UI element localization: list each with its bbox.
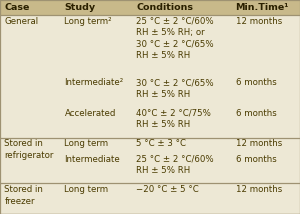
Bar xyxy=(0,0,300,15)
Text: Long term: Long term xyxy=(64,139,109,148)
Text: 40°C ± 2 °C/75%
RH ± 5% RH: 40°C ± 2 °C/75% RH ± 5% RH xyxy=(136,109,212,129)
Text: Intermediate: Intermediate xyxy=(64,155,120,163)
Text: Min.Time¹: Min.Time¹ xyxy=(236,3,289,12)
Text: Stored in
refrigerator: Stored in refrigerator xyxy=(4,139,54,160)
Text: 30 °C ± 2 °C/65%
RH ± 5% RH: 30 °C ± 2 °C/65% RH ± 5% RH xyxy=(136,78,214,99)
Text: 6 months: 6 months xyxy=(236,155,276,163)
Text: Long term²: Long term² xyxy=(64,17,112,26)
Text: 25 °C ± 2 °C/60%
RH ± 5% RH; or
30 °C ± 2 °C/65%
RH ± 5% RH: 25 °C ± 2 °C/60% RH ± 5% RH; or 30 °C ± … xyxy=(136,17,214,60)
Text: General: General xyxy=(4,17,39,26)
Text: −20 °C ± 5 °C: −20 °C ± 5 °C xyxy=(136,185,199,194)
Text: Conditions: Conditions xyxy=(136,3,194,12)
Text: 12 months: 12 months xyxy=(236,139,282,148)
Text: 25 °C ± 2 °C/60%
RH ± 5% RH: 25 °C ± 2 °C/60% RH ± 5% RH xyxy=(136,155,214,175)
Text: 6 months: 6 months xyxy=(236,109,276,118)
Text: 12 months: 12 months xyxy=(236,185,282,194)
Text: Study: Study xyxy=(64,3,96,12)
Text: Intermediate²: Intermediate² xyxy=(64,78,124,87)
Text: 12 months: 12 months xyxy=(236,17,282,26)
Text: Case: Case xyxy=(4,3,30,12)
Text: Long term: Long term xyxy=(64,185,109,194)
Text: 6 months: 6 months xyxy=(236,78,276,87)
Text: Stored in
freezer: Stored in freezer xyxy=(4,185,44,206)
Text: 5 °C ± 3 °C: 5 °C ± 3 °C xyxy=(136,139,187,148)
Text: Accelerated: Accelerated xyxy=(64,109,116,118)
